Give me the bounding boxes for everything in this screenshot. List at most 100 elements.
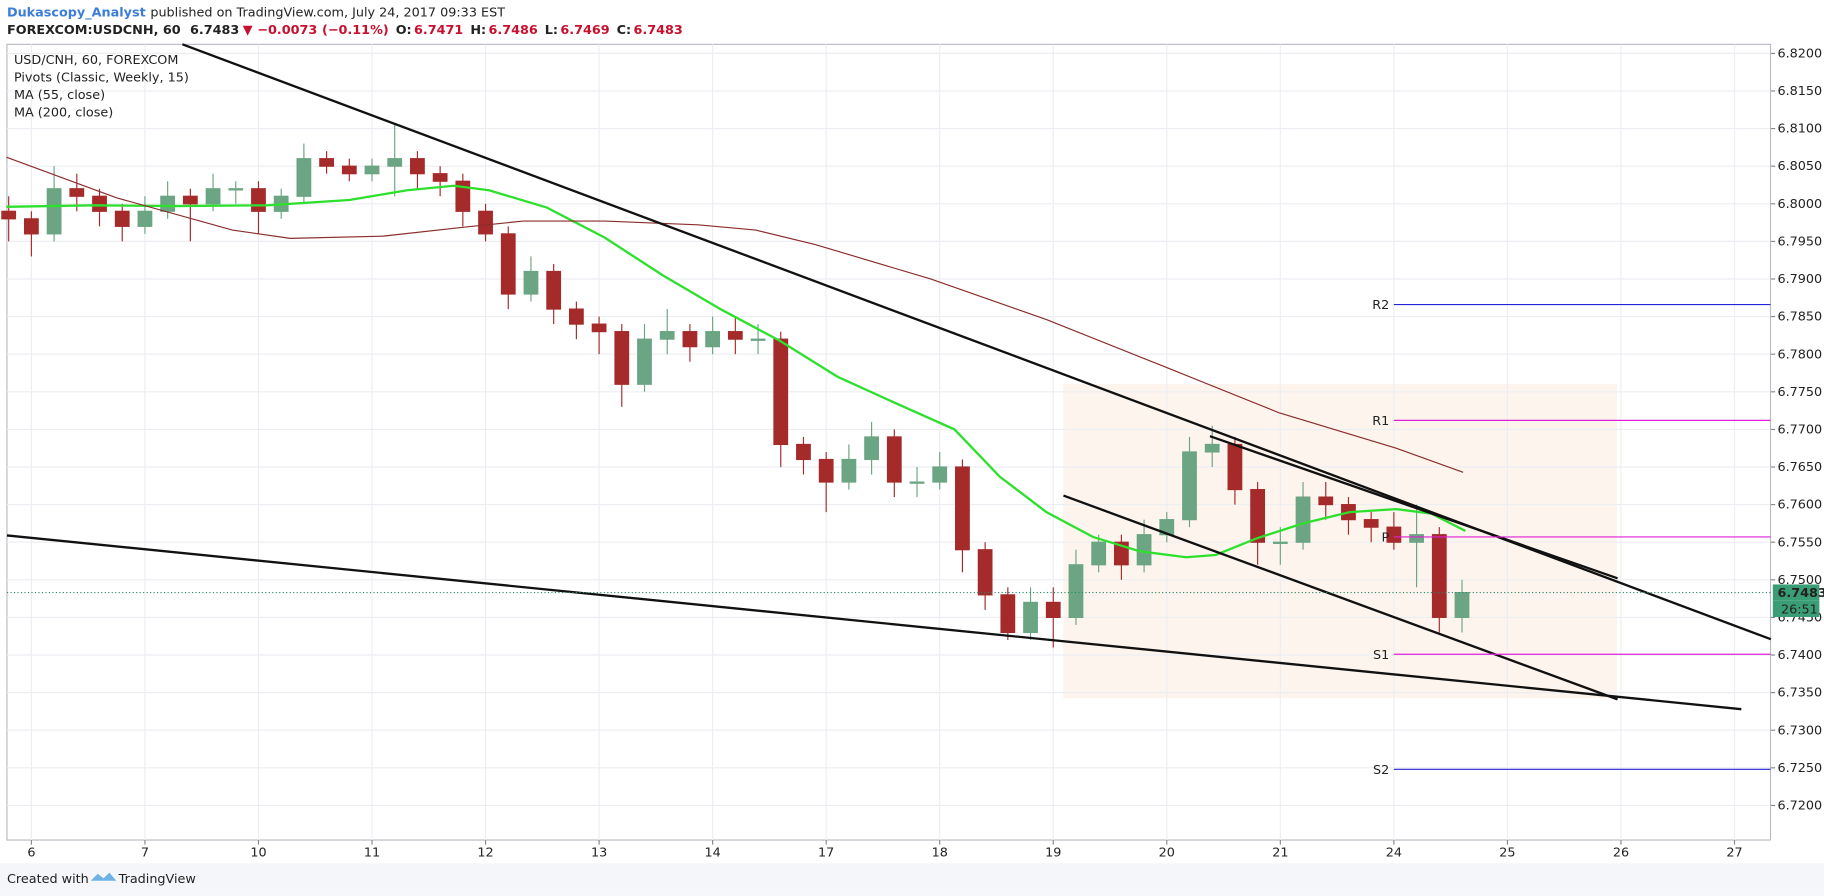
candle-body — [205, 188, 221, 205]
candle-body — [410, 158, 425, 175]
h-label: H: — [470, 23, 486, 38]
published: published on TradingView.com, July 24, 2… — [150, 5, 505, 20]
y-tick-label: 6.7650 — [1777, 460, 1822, 475]
l-label: L: — [545, 23, 558, 38]
footer-created: Created with — [7, 872, 89, 887]
candle-body — [864, 436, 879, 461]
x-tick-label: 13 — [591, 845, 607, 860]
countdown-label: 26:51 — [1781, 603, 1818, 618]
price-tag-label: 6.7483 — [1777, 586, 1824, 601]
y-tick-label: 6.7850 — [1777, 310, 1822, 325]
candle-body — [1318, 496, 1334, 506]
candle-body — [114, 210, 130, 227]
arrow: ▼ — [243, 23, 253, 38]
candle-body — [69, 188, 85, 197]
y-tick-label: 6.7250 — [1777, 761, 1822, 776]
candle-body — [637, 338, 652, 385]
trendline — [6, 534, 1742, 711]
y-tick-label: 6.7200 — [1777, 798, 1822, 813]
candle-body — [886, 436, 902, 483]
candle-body — [1363, 519, 1379, 528]
candle-body — [1250, 488, 1266, 543]
candle-body — [1272, 541, 1288, 544]
candle-body — [977, 549, 993, 596]
o-label: O: — [396, 23, 412, 38]
candle-body — [1454, 592, 1470, 618]
y-tick-label: 6.8100 — [1777, 122, 1822, 137]
candle-body — [1023, 601, 1038, 634]
candle-body — [1136, 534, 1152, 566]
candle-body — [478, 210, 493, 235]
candle-body — [387, 158, 403, 167]
x-tick-label: 17 — [818, 845, 834, 860]
moving-average — [6, 184, 1466, 559]
x-tick-label: 26 — [1613, 845, 1629, 860]
change: −0.0073 — [257, 23, 317, 38]
x-tick-label: 24 — [1386, 845, 1402, 860]
candle-body — [773, 338, 789, 446]
y-tick-label: 6.7800 — [1777, 347, 1822, 362]
pivot-label: S2 — [1373, 763, 1389, 778]
candle-body — [432, 173, 448, 182]
candle-body — [1045, 601, 1061, 618]
legend-ma55: MA (55, close) — [14, 88, 105, 103]
candle-body — [614, 331, 630, 385]
legend-pivots: Pivots (Classic, Weekly, 15) — [14, 71, 189, 86]
y-tick-label: 6.8200 — [1777, 46, 1822, 61]
candle-body — [23, 218, 39, 235]
candle-body — [1295, 496, 1311, 543]
candle-body — [955, 466, 970, 551]
low: 6.7469 — [560, 23, 609, 38]
candle-body — [591, 323, 607, 333]
candle-body — [251, 188, 266, 212]
candle-body — [92, 195, 107, 212]
header-line: Dukascopy_Analyst published on TradingVie… — [7, 5, 505, 20]
candle-body — [137, 210, 153, 227]
candle-body — [182, 195, 198, 205]
candle-body — [1000, 594, 1016, 634]
y-tick-label: 6.8150 — [1777, 84, 1822, 99]
open: 6.7471 — [414, 23, 463, 38]
y-tick-label: 6.7700 — [1777, 422, 1822, 437]
moving-average — [6, 156, 1464, 473]
c-label: C: — [617, 23, 631, 38]
price-tag — [1772, 584, 1820, 601]
footer-brand[interactable]: TradingView — [118, 872, 196, 887]
y-tick-label: 6.7550 — [1777, 535, 1822, 550]
forecast-zone — [1063, 384, 1617, 699]
legend-title: USD/CNH, 60, FOREXCOM — [14, 53, 178, 68]
candle-body — [1, 210, 17, 220]
x-tick-label: 19 — [1045, 845, 1061, 860]
close: 6.7483 — [633, 23, 682, 38]
candle-body — [1409, 534, 1424, 543]
y-tick-label: 6.7600 — [1777, 498, 1822, 513]
candle-body — [568, 308, 584, 325]
candle-body — [1068, 564, 1084, 618]
symbol: FOREXCOM:USDCNH, 60 — [7, 23, 181, 38]
pivot-label: S1 — [1373, 648, 1389, 663]
x-tick-label: 18 — [932, 845, 948, 860]
candle-body — [1431, 534, 1447, 618]
y-tick-label: 6.7750 — [1777, 385, 1822, 400]
pivot-label: P — [1382, 531, 1390, 546]
candle-body — [1182, 451, 1197, 521]
x-tick-label: 20 — [1159, 845, 1175, 860]
trendline — [1209, 435, 1618, 580]
candle-body — [705, 331, 721, 348]
candle-body — [727, 331, 743, 340]
candle-body — [228, 188, 244, 191]
candle-body — [319, 158, 334, 167]
x-tick-label: 12 — [477, 845, 493, 860]
candle-body — [523, 270, 539, 295]
legend-ma200: MA (200, close) — [14, 105, 113, 120]
countdown-tag — [1772, 600, 1820, 618]
candle-body — [500, 233, 516, 295]
candle-body — [682, 331, 698, 348]
author[interactable]: Dukascopy_Analyst — [7, 5, 146, 20]
pivot-label: R1 — [1372, 414, 1389, 429]
pivot-label: R2 — [1372, 298, 1389, 313]
x-tick-label: 21 — [1272, 845, 1288, 860]
high: 6.7486 — [488, 23, 537, 38]
change-pct: (−0.11%) — [322, 23, 389, 38]
